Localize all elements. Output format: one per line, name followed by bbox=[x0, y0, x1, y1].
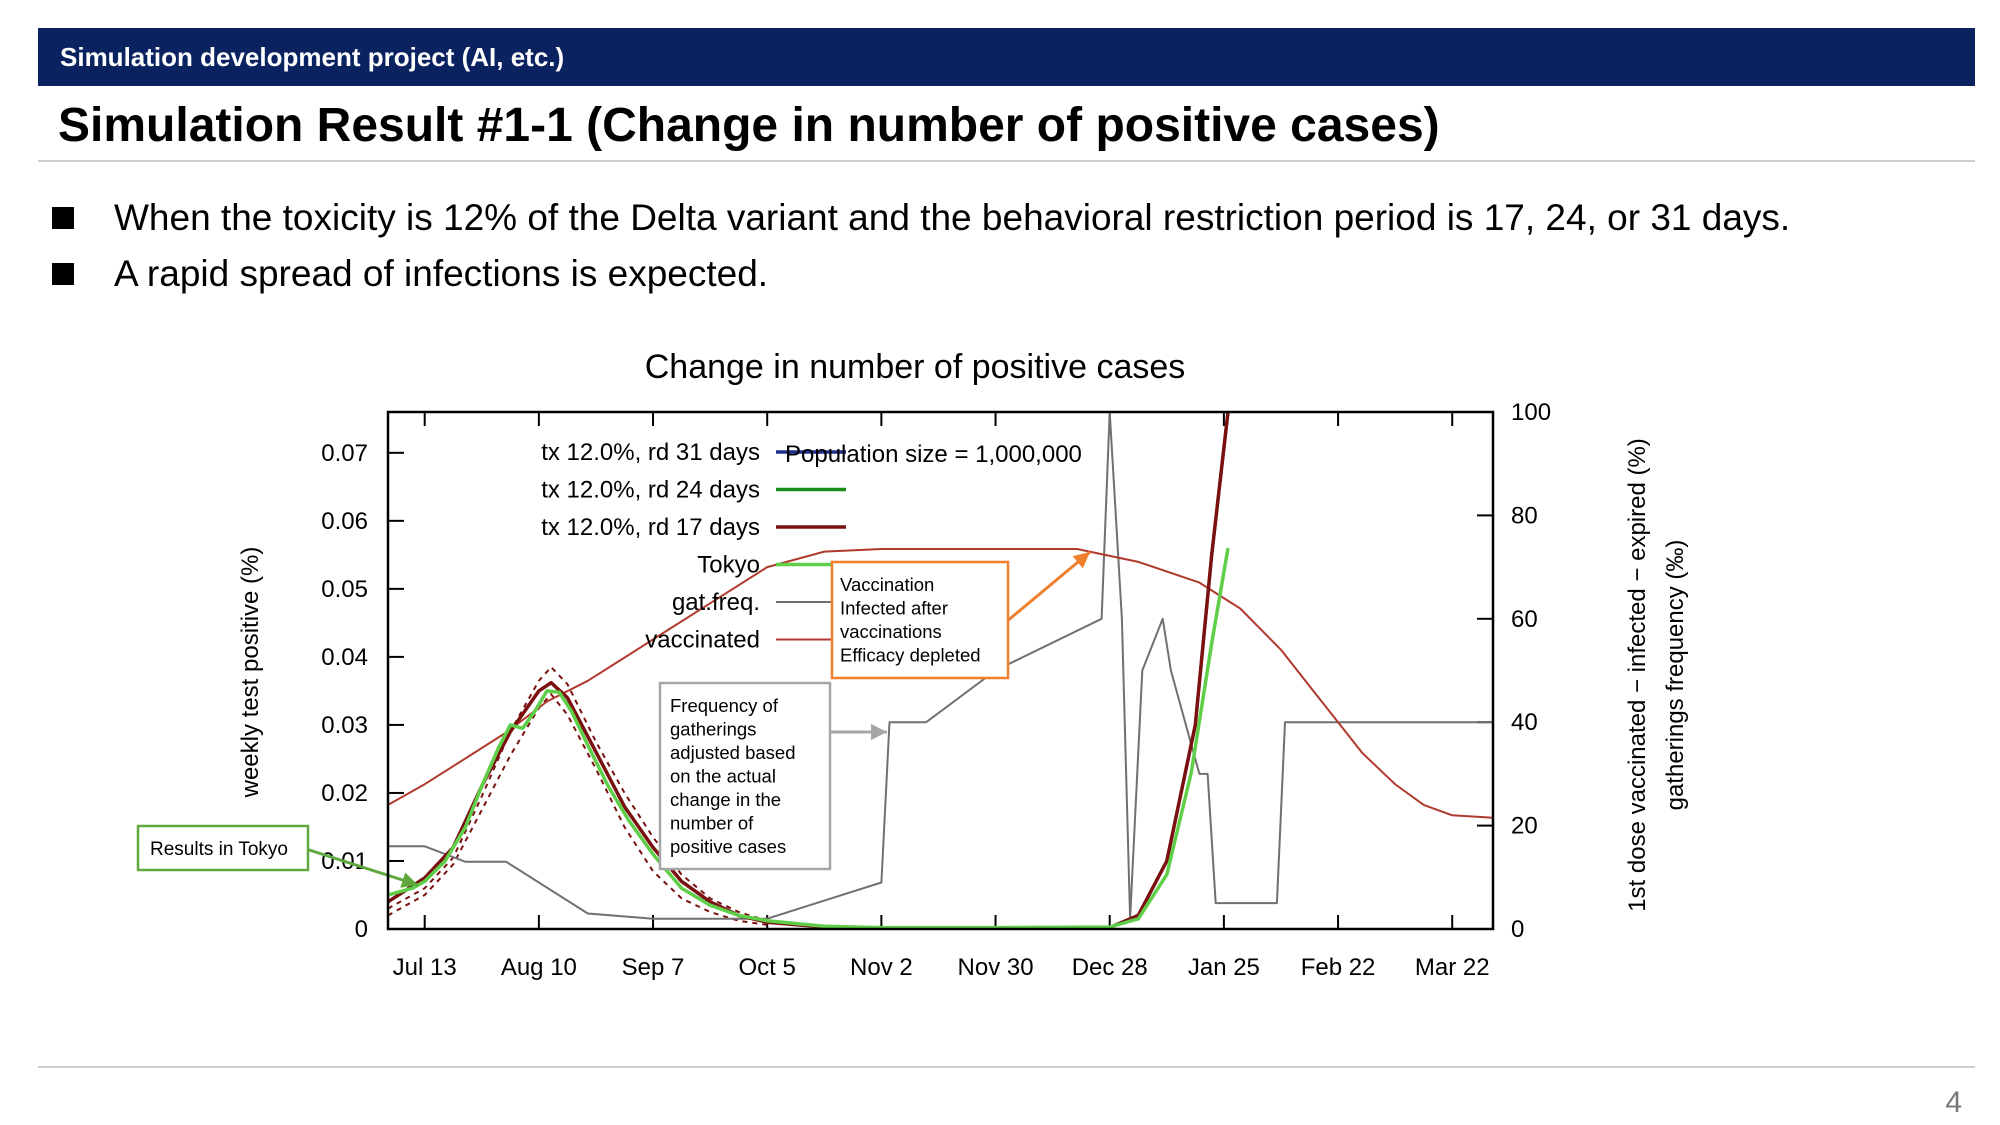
square-bullet-icon bbox=[52, 207, 74, 229]
annotation: Results in Tokyo bbox=[136, 824, 310, 872]
series-line bbox=[388, 548, 1493, 819]
section-header-text: Simulation development project (AI, etc.… bbox=[60, 42, 565, 72]
x-tick-label: Nov 2 bbox=[850, 954, 913, 981]
x-tick-label: Aug 10 bbox=[501, 954, 577, 981]
legend-label: vaccinated bbox=[645, 627, 760, 654]
page-number: 4 bbox=[1945, 1086, 1962, 1119]
title-divider bbox=[38, 160, 1975, 162]
square-bullet-icon bbox=[52, 263, 74, 285]
footer-divider bbox=[38, 1066, 1975, 1068]
chart-title: Change in number of positive cases bbox=[645, 348, 1186, 386]
annotation-text: number of bbox=[670, 813, 754, 834]
y-tick-label: 0.05 bbox=[321, 576, 368, 603]
annotation-text: vaccinations bbox=[840, 621, 942, 642]
ensemble-lower-line bbox=[388, 692, 768, 926]
annotation-box bbox=[830, 560, 1010, 680]
y2-tick-label: 80 bbox=[1511, 502, 1538, 529]
annotation-arrow-head bbox=[1072, 552, 1090, 569]
legend-label: tx 12.0%, rd 31 days bbox=[541, 439, 760, 466]
annotation-text: positive cases bbox=[670, 836, 786, 857]
x-tick-label: Mar 22 bbox=[1415, 954, 1490, 981]
legend-label: tx 12.0%, rd 17 days bbox=[541, 514, 760, 541]
ensemble-upper-line bbox=[388, 665, 768, 922]
x-tick-label: Jul 13 bbox=[393, 954, 457, 981]
series-line bbox=[388, 412, 1230, 929]
bullet-item: A rapid spread of infections is expected… bbox=[52, 246, 1790, 302]
slide-title: Simulation Result #1-1 (Change in number… bbox=[58, 99, 1440, 152]
plot-frame bbox=[386, 410, 1495, 931]
y2-tick-label: 20 bbox=[1511, 813, 1538, 840]
series-line bbox=[388, 412, 1493, 920]
bullet-text: When the toxicity is 12% of the Delta va… bbox=[114, 197, 1791, 238]
y2-tick-label: 40 bbox=[1511, 709, 1538, 736]
annotation-text: change in the bbox=[670, 789, 781, 810]
y-tick-label: 0.04 bbox=[321, 644, 368, 671]
annotation-text: adjusted based bbox=[670, 742, 796, 763]
plot-series-area bbox=[388, 412, 1493, 929]
series-line bbox=[388, 547, 1230, 929]
annotation-arrow bbox=[302, 846, 419, 887]
y-tick-label: 0 bbox=[355, 916, 368, 943]
annotation-box bbox=[136, 824, 310, 872]
section-header: Simulation development project (AI, etc.… bbox=[38, 28, 1975, 86]
y2-tick-label: 100 bbox=[1511, 399, 1551, 426]
y2-axis-label: 1st dose vaccinated − infected − expired… bbox=[1624, 438, 1651, 912]
annotation-text: Vaccination bbox=[840, 574, 934, 595]
annotation-text: Efficacy depleted bbox=[840, 645, 981, 666]
x-tick-label: Oct 5 bbox=[739, 954, 796, 981]
y2-tick-label: 60 bbox=[1511, 606, 1538, 633]
bullet-list: When the toxicity is 12% of the Delta va… bbox=[52, 190, 1790, 302]
legend-label: tx 12.0%, rd 24 days bbox=[541, 477, 760, 504]
y-axis-label: weekly test positive (%) bbox=[237, 547, 264, 799]
legend-label: Tokyo bbox=[697, 552, 760, 579]
x-tick-label: Dec 28 bbox=[1072, 954, 1148, 981]
x-tick-label: Feb 22 bbox=[1301, 954, 1376, 981]
bullet-item: When the toxicity is 12% of the Delta va… bbox=[52, 190, 1790, 246]
annotation-text: Frequency of bbox=[670, 695, 779, 716]
x-tick-label: Jan 25 bbox=[1188, 954, 1260, 981]
population-label: Population size = 1,000,000 bbox=[785, 441, 1082, 468]
y2-axis-label: gatherings frequency (‰) bbox=[1662, 540, 1689, 811]
y-tick-label: 0.07 bbox=[321, 440, 368, 467]
bullet-text: A rapid spread of infections is expected… bbox=[114, 253, 769, 294]
annotation-arrow-head bbox=[871, 724, 887, 740]
annotation-arrow bbox=[1005, 550, 1091, 624]
y-tick-label: 0.06 bbox=[321, 508, 368, 535]
x-tick-label: Sep 7 bbox=[622, 954, 685, 981]
y-tick-label: 0.03 bbox=[321, 712, 368, 739]
y2-tick-label: 0 bbox=[1511, 916, 1524, 943]
y-tick-label: 0.02 bbox=[321, 780, 368, 807]
annotation-text: on the actual bbox=[670, 766, 776, 787]
annotation-arrow-head bbox=[400, 872, 418, 888]
annotation-text: Infected after bbox=[840, 598, 948, 619]
annotation-text: Results in Tokyo bbox=[150, 839, 288, 860]
legend-label: gat.freq. bbox=[672, 589, 760, 616]
x-tick-label: Nov 30 bbox=[958, 954, 1034, 981]
annotation-box bbox=[658, 681, 832, 871]
annotation-text: gatherings bbox=[670, 719, 756, 740]
